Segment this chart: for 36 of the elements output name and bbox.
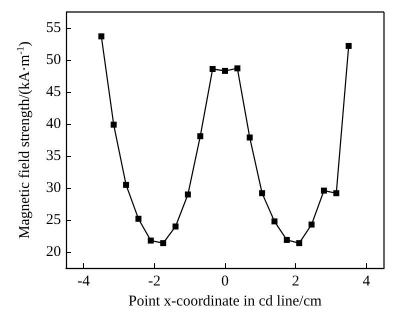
y-tick-label: 45 bbox=[46, 84, 61, 100]
point bbox=[259, 190, 266, 196]
x-tick-label: 2 bbox=[292, 274, 300, 290]
point bbox=[184, 191, 191, 198]
point bbox=[98, 33, 104, 40]
point bbox=[296, 240, 302, 246]
y-tick-label: 35 bbox=[46, 148, 61, 164]
x-tick-label: 4 bbox=[362, 274, 371, 290]
y-tick-label: 25 bbox=[46, 212, 61, 228]
y-tick-label: 40 bbox=[46, 116, 61, 132]
point bbox=[172, 223, 179, 230]
x-tick-label: -2 bbox=[148, 274, 161, 290]
y-tick-label: 50 bbox=[46, 52, 61, 68]
point bbox=[320, 188, 327, 194]
y-tick-label: 55 bbox=[46, 20, 61, 36]
point bbox=[160, 240, 166, 246]
x-tick-label: 0 bbox=[221, 274, 229, 290]
x-tick-label: -4 bbox=[77, 274, 90, 290]
y-tick-label: 30 bbox=[46, 180, 61, 196]
point bbox=[234, 65, 240, 72]
point bbox=[197, 133, 204, 140]
y-tick-label: 20 bbox=[46, 244, 61, 260]
y-axis-title: Magnetic field strength/(kA·m-1) bbox=[16, 41, 33, 239]
point bbox=[246, 134, 253, 140]
point bbox=[148, 238, 154, 244]
point bbox=[346, 42, 352, 49]
point bbox=[135, 216, 142, 222]
point bbox=[271, 218, 278, 224]
point bbox=[333, 190, 340, 196]
point bbox=[222, 68, 228, 74]
point bbox=[308, 222, 315, 228]
x-axis-title: Point x-coordinate in cd line/cm bbox=[128, 294, 322, 310]
point bbox=[110, 122, 117, 128]
point bbox=[210, 66, 216, 72]
point bbox=[123, 182, 130, 188]
point bbox=[284, 236, 290, 243]
